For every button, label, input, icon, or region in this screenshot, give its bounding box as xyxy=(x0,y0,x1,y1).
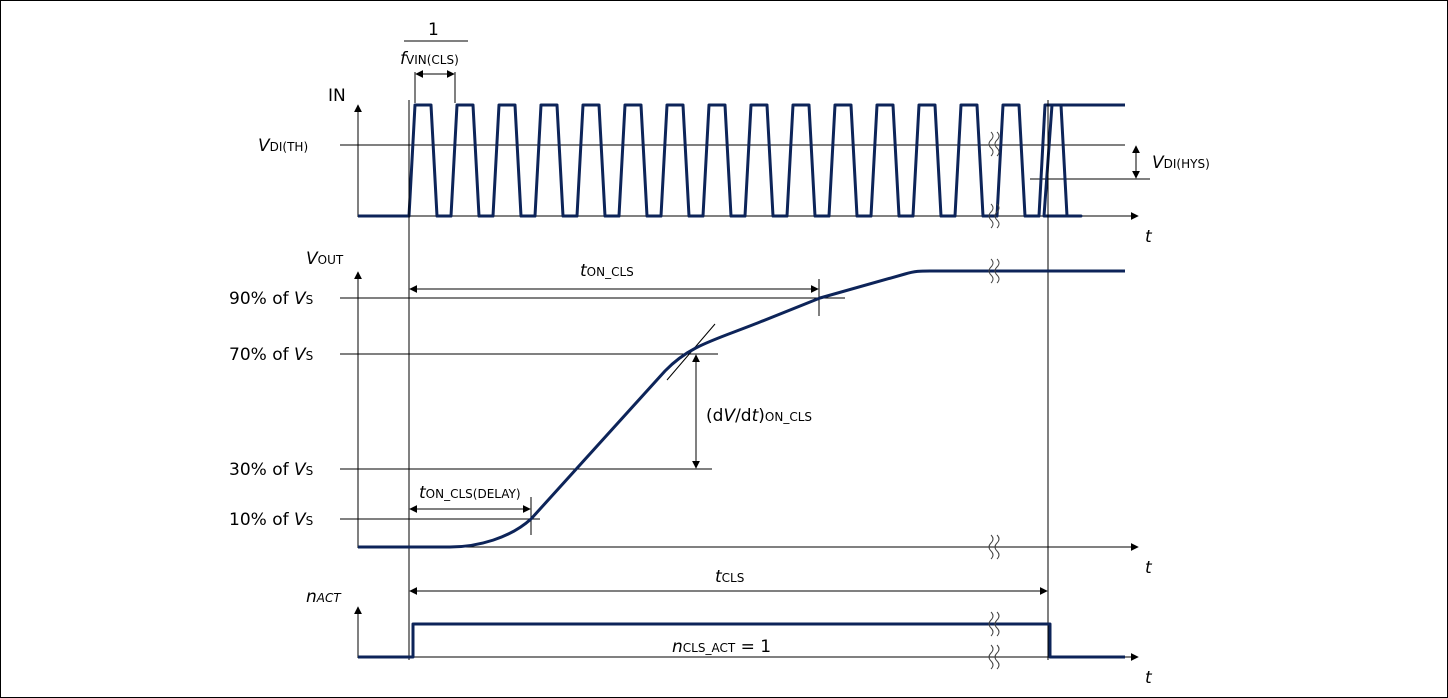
nact-break-mark xyxy=(988,611,1000,670)
nact-signal xyxy=(358,622,1125,659)
t-on-label: tON_CLS xyxy=(580,261,634,281)
panel-nact: nACT t tCLS nCLS_ACT = 1 xyxy=(306,567,1153,688)
level-label-10: 10% of VS xyxy=(229,510,313,530)
level-label-70: 70% of VS xyxy=(229,345,313,365)
nact-time-label: t xyxy=(1145,668,1153,688)
t-cls-label: tCLS xyxy=(715,567,744,587)
t-delay-label: tON_CLS(DELAY) xyxy=(419,483,521,503)
in-break-mark xyxy=(988,131,1000,229)
period-numerator: 1 xyxy=(428,20,439,40)
nact-axis-label: nACT xyxy=(306,587,342,607)
in-time-label: t xyxy=(1145,227,1153,247)
vout-time-label: t xyxy=(1145,558,1153,578)
period-denominator: fVIN(CLS) xyxy=(400,49,459,69)
in-threshold-label: VDI(TH) xyxy=(258,136,308,156)
n-cls-act-label: nCLS_ACT = 1 xyxy=(672,637,771,657)
vout-curve xyxy=(358,269,1125,549)
vout-axis-label: VOUT xyxy=(306,249,344,269)
panel-in: IN t VDI(TH) VDI(HYS) 1 fVIN(CLS) xyxy=(258,20,1210,247)
in-pwm-signal xyxy=(358,103,1125,218)
in-hysteresis-label: VDI(HYS) xyxy=(1152,153,1210,173)
in-axis-label: IN xyxy=(328,86,346,106)
slope-label: (dV/dt)ON_CLS xyxy=(706,406,812,426)
vout-break-mark xyxy=(988,258,1000,560)
panel-vout: VOUT t 90% of VS 70% of VS 30% of VS 10%… xyxy=(229,249,1153,578)
level-label-30: 30% of VS xyxy=(229,460,313,480)
level-label-90: 90% of VS xyxy=(229,289,313,309)
